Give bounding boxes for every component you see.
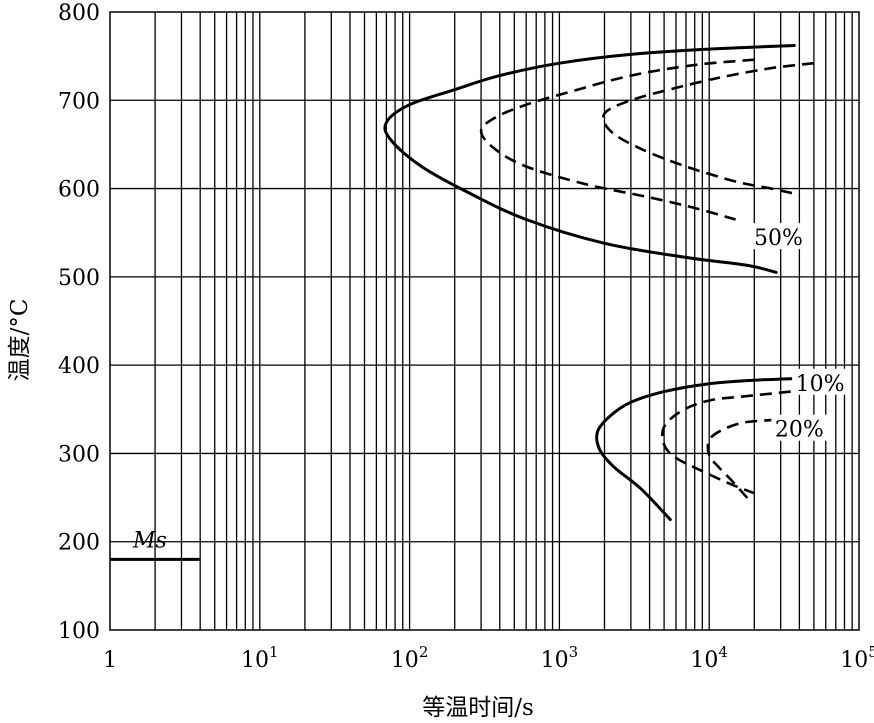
curve-4 [595,376,801,522]
y-tick-label: 600 [58,178,100,203]
y-tick-label: 400 [58,354,100,379]
ms-label: Ms [132,528,167,553]
y-tick-labels: 100 200 300 400 500 600 700 800 [58,1,100,644]
annotation-label: 20% [775,418,824,443]
x-tick-labels: 1 101 102 103 104 105 [103,643,874,673]
x-tick-label: 105 [840,643,874,673]
curve-5 [661,390,791,495]
x-axis-label: 等温时间/s [422,695,534,721]
annotation-label: 50% [754,226,803,251]
curve-6 [706,418,777,503]
annotations: 50% 10% 20% [750,223,849,443]
ms-marker: Ms [110,528,201,561]
plot-frame [109,11,860,631]
y-tick-label: 700 [58,89,100,114]
x-tick-label: 1 [103,648,117,673]
y-tick-label: 300 [58,442,100,467]
x-tick-label: 102 [391,643,429,673]
annotation-backing [750,223,807,250]
transformation-curves [383,44,815,522]
annotation-backing [792,368,849,395]
annotation-label: 10% [796,372,845,397]
y-tick-label: 500 [58,266,100,291]
curve-1 [383,44,796,274]
x-tick-label: 101 [241,643,279,673]
grid [110,12,859,630]
curve-3 [601,61,815,197]
y-tick-label: 200 [58,531,100,556]
x-tick-label: 103 [541,643,579,673]
y-tick-label: 100 [58,619,100,644]
curve-2 [479,58,755,221]
y-axis-label: 温度/°C [7,299,33,382]
x-tick-label: 104 [690,643,728,673]
y-tick-label: 800 [58,1,100,26]
annotation-backing [771,414,828,441]
